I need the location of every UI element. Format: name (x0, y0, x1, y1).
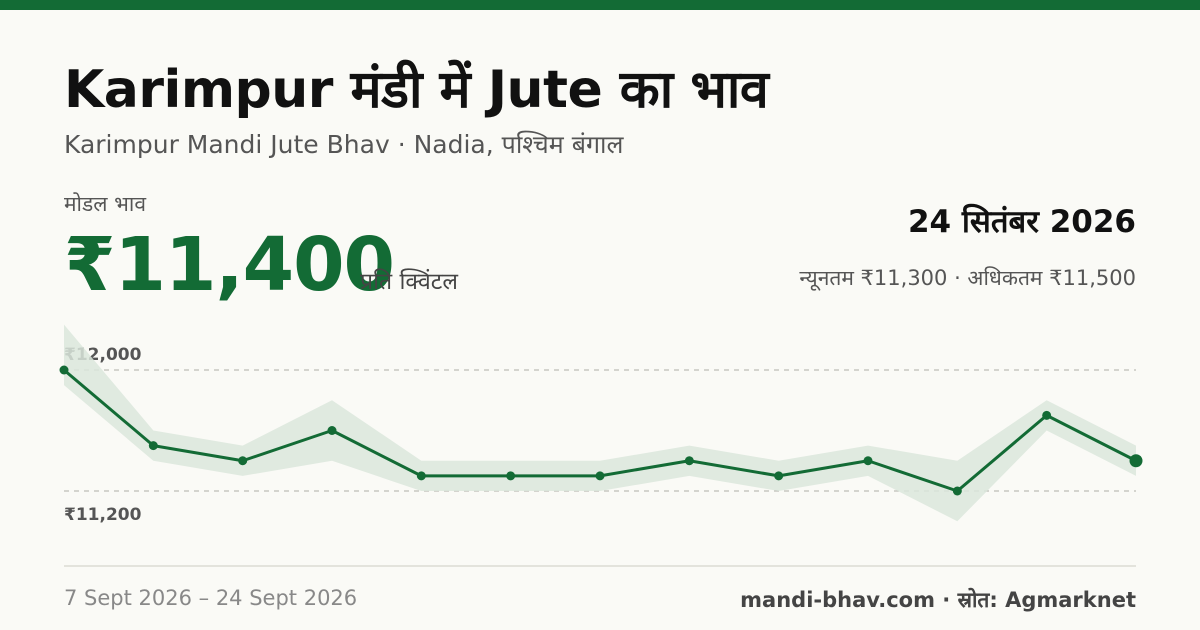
data-point (59, 365, 69, 375)
data-point (1042, 410, 1052, 420)
page-title: Karimpur मंडी में Jute का भाव (64, 60, 769, 120)
data-point (684, 456, 694, 466)
data-point (148, 441, 158, 451)
min-max-band (64, 324, 1136, 522)
y-tick-label: ₹11,200 (64, 505, 142, 525)
price-trend-chart: ₹12,000₹11,200 (59, 324, 1143, 525)
modal-price-value: ₹11,400 (64, 222, 395, 308)
data-point (952, 486, 962, 496)
footer-divider (64, 565, 1136, 567)
data-source: mandi-bhav.com · स्रोत: Agmarknet (740, 588, 1136, 612)
data-point (774, 471, 784, 481)
data-point (416, 471, 426, 481)
data-point (238, 456, 248, 466)
top-accent-bar (0, 0, 1200, 10)
data-point (506, 471, 516, 481)
price-unit: प्रति क्विंटल (360, 269, 458, 295)
date-period: 7 Sept 2026 – 24 Sept 2026 (64, 586, 358, 610)
data-point (595, 471, 605, 481)
price-min-max-range: न्यूनतम ₹11,300 · अधिकतम ₹11,500 (799, 266, 1136, 290)
data-point (863, 456, 873, 466)
page-subtitle: Karimpur Mandi Jute Bhav · Nadia, पश्चिम… (64, 130, 624, 159)
price-date: 24 सितंबर 2026 (907, 204, 1136, 240)
latest-data-point (1129, 454, 1143, 468)
data-point (327, 426, 337, 435)
modal-price-label: मोडल भाव (64, 192, 147, 216)
